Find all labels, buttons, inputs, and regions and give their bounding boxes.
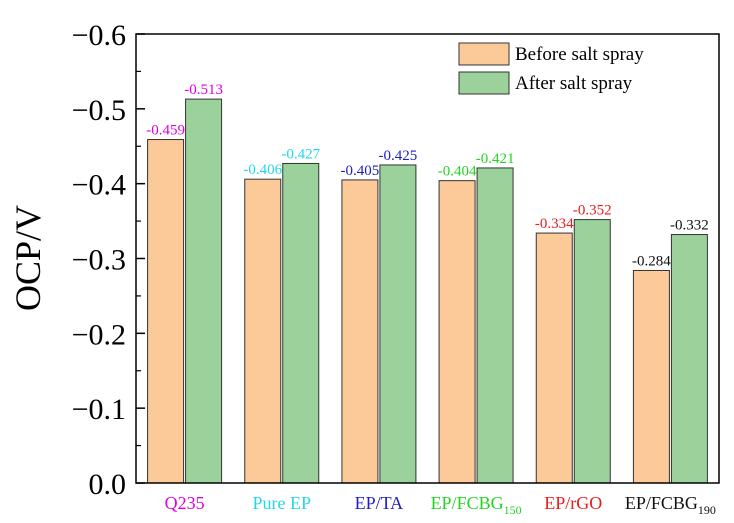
y-tick-label: 0.0 [89,468,127,501]
x-tick-label: EP/TA [355,493,404,513]
y-tick-label: −0.2 [72,318,126,351]
bar-before [147,139,185,484]
y-tick-label: −0.3 [72,244,126,277]
y-axis: 0.0 −0.1 −0.2 −0.3 −0.4 −0.5 −0.6 [72,19,145,501]
x-tick-label: Pure EP [253,493,312,513]
bar-before [244,178,282,484]
bar-before [535,232,573,484]
bar-value-label: -0.404 [438,164,477,180]
legend: Before salt spray After salt spray [458,42,644,95]
bar-value-label: -0.406 [243,162,282,178]
bar-value-label: -0.425 [379,148,418,164]
bar-value-label: -0.332 [670,218,709,234]
legend-label: After salt spray [515,73,633,94]
x-tick-label: Q235 [165,493,205,513]
bar-value-label: -0.513 [184,82,223,98]
y-tick-label: −0.4 [72,169,126,202]
bar-value-label: -0.284 [632,253,671,269]
y-axis-label: OCP/V [8,205,48,311]
bar-after [379,164,417,484]
bar-value-label: -0.334 [535,216,574,232]
bar-before [438,180,476,484]
x-tick-label: EP/FCBG150 [431,493,522,517]
bar-after [476,167,514,484]
x-axis: Q235 Pure EP EP/TA EP/FCBG150 EP/rGO EP/FCBG1… [165,493,716,517]
bar-after [185,98,223,484]
bar-value-label: -0.459 [146,123,185,139]
value-labels-layer: -0.459 -0.513 -0.406-0.427 -0.405-0.425 -0.4… [146,82,709,269]
bar-value-label: -0.352 [573,203,612,219]
legend-label: Before salt spray [515,44,644,65]
bars-layer [147,98,708,484]
bar-before [632,269,670,484]
x-tick-label: EP/rGO [544,493,602,513]
bar-after [573,219,611,484]
y-tick-label: −0.6 [72,19,126,52]
x-tick-label: EP/FCBG190 [625,493,716,517]
y-tick-label: −0.5 [72,94,126,127]
legend-swatch [458,42,510,66]
bar-after [670,234,708,484]
bar-value-label: -0.405 [341,163,380,179]
legend-swatch [458,71,510,95]
y-tick-label: −0.1 [72,393,126,426]
bar-value-label: -0.427 [281,146,320,162]
bar-value-label: -0.421 [476,151,515,167]
bar-after [282,162,320,484]
bar-before [341,179,379,484]
